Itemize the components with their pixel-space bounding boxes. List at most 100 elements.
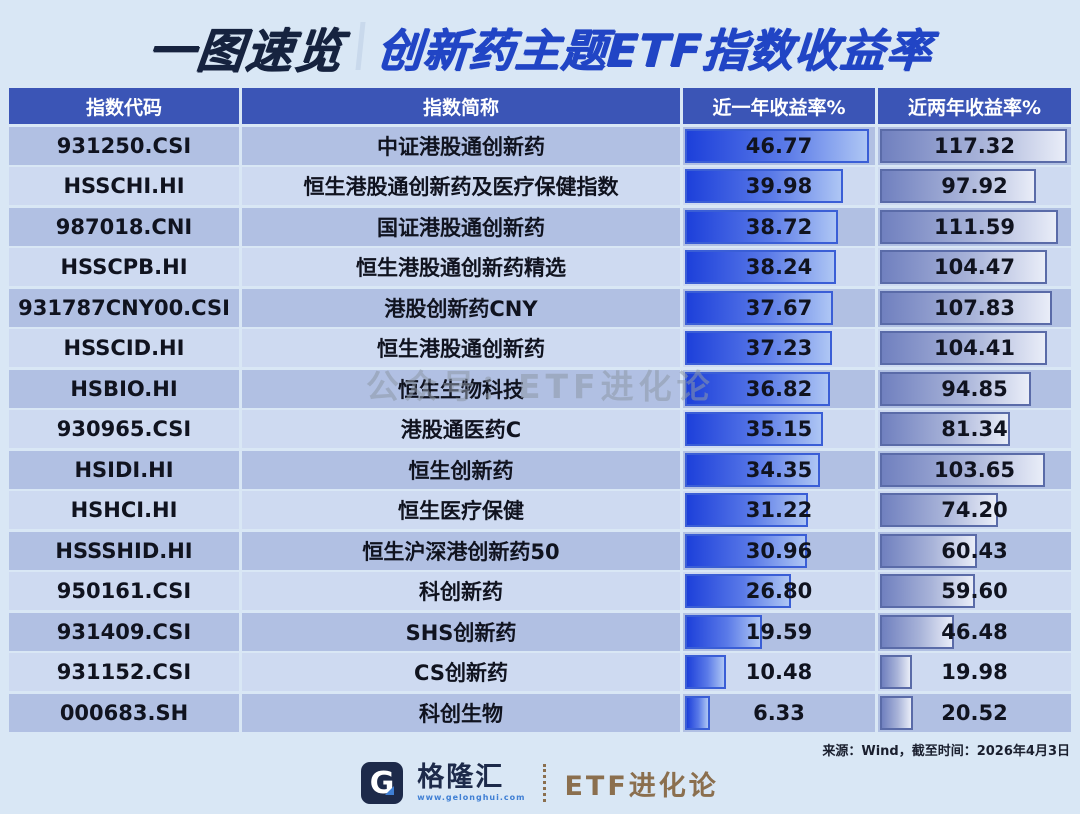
source-note: 来源：Wind，截至时间：2026年4月3日 — [822, 744, 1070, 759]
svg-text:G: G — [370, 766, 395, 801]
return-2y-value: 94.85 — [941, 376, 1008, 401]
return-1y-value: 37.67 — [745, 295, 813, 320]
return-2y-cell: 111.59 — [878, 207, 1071, 246]
return-1y-value: 26.80 — [745, 579, 813, 603]
return-2y-value: 117.32 — [933, 133, 1016, 158]
return-2y-value: 111.59 — [933, 214, 1016, 239]
return-1y-bar — [685, 533, 807, 568]
index-name: 恒生医疗保健 — [242, 491, 680, 529]
return-1y-bar — [685, 655, 727, 689]
index-code: 931409.CSI — [9, 612, 239, 651]
return-2y-cell: 59.60 — [878, 572, 1071, 610]
table-row: HSHCI.HI 恒生医疗保健 31.22 74.20 — [9, 491, 1071, 529]
table-row: HSBIO.HI 恒生生物科技 36.82 94.85 — [9, 369, 1071, 408]
title-divider — [355, 22, 366, 70]
return-1y-cell: 36.82 — [683, 369, 875, 408]
table-row: HSSSHID.HI 恒生沪深港创新药50 30.96 60.43 — [9, 531, 1071, 570]
index-code: 950161.CSI — [9, 572, 239, 610]
table-header: 指数代码 指数简称 近一年收益率% 近两年收益率% — [9, 88, 1071, 124]
index-code: 931787CNY00.CSI — [9, 288, 239, 327]
return-1y-bar — [685, 371, 831, 406]
index-code: HSSCID.HI — [9, 329, 239, 367]
index-code: 000683.SH — [9, 693, 239, 732]
return-2y-value: 60.43 — [941, 538, 1008, 563]
return-2y-cell: 20.52 — [878, 693, 1071, 732]
return-1y-value: 31.22 — [745, 498, 813, 522]
index-name: 国证港股通创新药 — [242, 207, 680, 246]
return-2y-bar — [880, 614, 955, 649]
return-1y-bar — [685, 574, 791, 608]
return-1y-cell: 31.22 — [683, 491, 875, 529]
return-1y-value: 38.24 — [745, 255, 813, 279]
col-header-index-code: 指数代码 — [9, 88, 239, 124]
return-2y-value: 74.20 — [941, 498, 1008, 522]
return-1y-bar — [685, 493, 809, 527]
brand-name: 格隆汇 — [417, 762, 505, 793]
return-1y-cell: 46.77 — [683, 126, 875, 165]
account-name: ETF进化论 — [564, 770, 719, 802]
return-1y-bar — [685, 290, 834, 325]
table-row: HSSCID.HI 恒生港股通创新药 37.23 104.41 — [9, 329, 1071, 367]
index-code: HSSCHI.HI — [9, 167, 239, 205]
return-2y-bar — [880, 412, 1010, 446]
col-header-return-2y: 近两年收益率% — [878, 88, 1071, 124]
table-row: 950161.CSI 科创新药 26.80 59.60 — [9, 572, 1071, 610]
return-2y-cell: 60.43 — [878, 531, 1071, 570]
index-name: 恒生港股通创新药精选 — [242, 248, 680, 286]
footer-divider — [543, 764, 547, 802]
return-1y-bar — [685, 452, 821, 487]
return-2y-cell: 74.20 — [878, 491, 1071, 529]
table-row: HSSCPB.HI 恒生港股通创新药精选 38.24 104.47 — [9, 248, 1071, 286]
return-1y-value: 36.82 — [745, 376, 813, 401]
table-row: 931250.CSI 中证港股通创新药 46.77 117.32 — [9, 126, 1071, 165]
title-badge: 一图速览 — [144, 23, 347, 79]
table-row: HSIDI.HI 恒生创新药 34.35 103.65 — [9, 450, 1071, 489]
return-1y-cell: 39.98 — [683, 167, 875, 205]
return-2y-bar — [880, 452, 1046, 487]
col-header-return-1y: 近一年收益率% — [683, 88, 875, 124]
return-2y-value: 104.41 — [933, 336, 1016, 360]
brand-block: 格隆汇 www.gelonghui.com — [417, 764, 525, 802]
return-1y-bar — [685, 250, 836, 284]
return-1y-cell: 10.48 — [683, 653, 875, 691]
return-1y-bar — [685, 209, 838, 244]
index-name: 恒生港股通创新药及医疗保健指数 — [242, 167, 680, 205]
index-code: 930965.CSI — [9, 410, 239, 448]
return-1y-cell: 6.33 — [683, 693, 875, 732]
return-2y-cell: 97.92 — [878, 167, 1071, 205]
return-1y-cell: 37.67 — [683, 288, 875, 327]
table-row: 987018.CNI 国证港股通创新药 38.72 111.59 — [9, 207, 1071, 246]
return-2y-value: 107.83 — [933, 295, 1016, 320]
return-2y-bar — [880, 655, 912, 689]
return-2y-value: 97.92 — [941, 174, 1008, 198]
return-2y-cell: 46.48 — [878, 612, 1071, 651]
return-1y-value: 30.96 — [745, 538, 813, 563]
index-code: 931152.CSI — [9, 653, 239, 691]
footer-branding: G 格隆汇 www.gelonghui.com ETF进化论 — [0, 762, 1080, 804]
return-1y-cell: 19.59 — [683, 612, 875, 651]
return-2y-bar — [880, 695, 913, 730]
gelonghui-logo-icon: G — [361, 762, 404, 804]
index-code: HSHCI.HI — [9, 491, 239, 529]
return-2y-bar — [880, 169, 1037, 203]
index-name: SHS创新药 — [242, 612, 680, 651]
return-2y-bar — [880, 290, 1053, 325]
title-text: 创新药主题ETF指数收益率 — [374, 23, 934, 77]
index-name: 中证港股通创新药 — [242, 126, 680, 165]
return-2y-value: 59.60 — [941, 579, 1008, 603]
returns-table: 指数代码 指数简称 近一年收益率% 近两年收益率% 931250.CSI 中证港… — [9, 88, 1071, 734]
table-row: 931152.CSI CS创新药 10.48 19.98 — [9, 653, 1071, 691]
return-1y-cell: 38.24 — [683, 248, 875, 286]
return-1y-bar — [685, 614, 763, 649]
table-row: 931787CNY00.CSI 港股创新药CNY 37.67 107.83 — [9, 288, 1071, 327]
return-1y-bar — [685, 128, 870, 163]
return-2y-bar — [880, 493, 999, 527]
col-header-index-name: 指数简称 — [242, 88, 680, 124]
index-name: 科创生物 — [242, 693, 680, 732]
index-name: 恒生创新药 — [242, 450, 680, 489]
table-row: HSSCHI.HI 恒生港股通创新药及医疗保健指数 39.98 97.92 — [9, 167, 1071, 205]
index-name: 科创新药 — [242, 572, 680, 610]
return-2y-cell: 81.34 — [878, 410, 1071, 448]
return-2y-value: 20.52 — [941, 700, 1008, 725]
return-1y-bar — [685, 412, 824, 446]
